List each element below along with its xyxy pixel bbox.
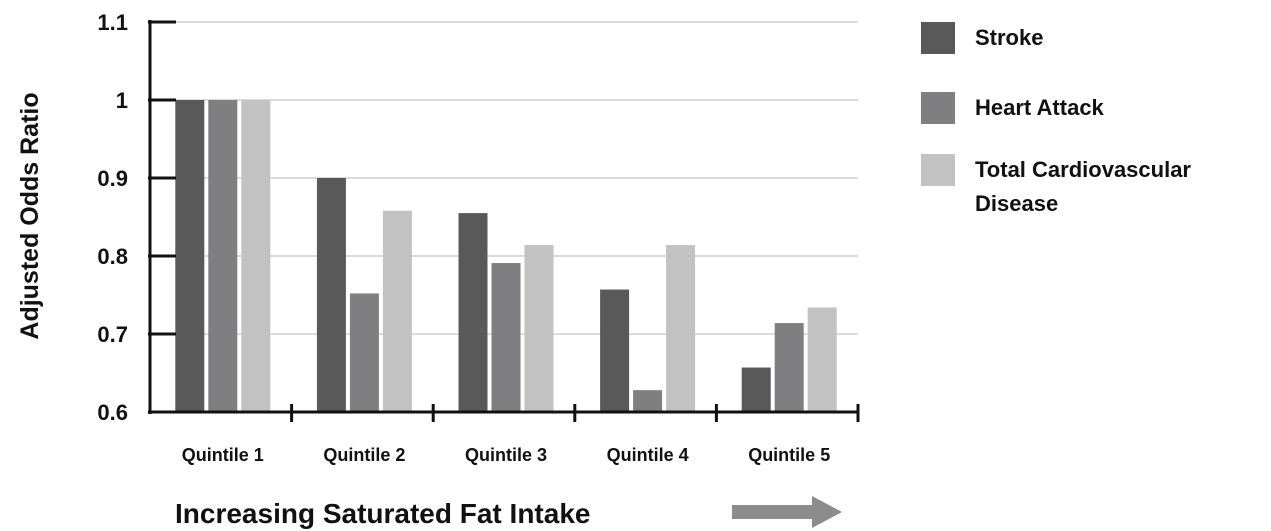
legend-swatch [921,154,955,186]
bar-total-cardiovascular-disease [807,307,837,412]
bar-stroke [600,289,630,412]
x-category-label: Quintile 4 [607,445,689,465]
y-tick-label: 1.1 [97,10,128,35]
right-arrow-icon [732,496,842,528]
axes [148,20,860,422]
legend-label: Stroke [975,25,1043,50]
bar-heart-attack [774,323,804,412]
y-axis-title: Adjusted Odds Ratio [16,92,44,339]
legend: Stroke Heart Attack Total Cardiovascular Di… [921,22,1191,216]
bar-stroke [458,213,488,412]
legend-swatch [921,22,955,54]
bar-heart-attack [208,100,238,412]
y-tick-label: 0.6 [97,400,128,425]
y-tick-label: 1 [116,88,128,113]
y-tick-labels: 0.6 0.7 0.8 0.9 1 1.1 [97,10,128,425]
x-category-label: Quintile 1 [182,445,264,465]
bar-total-cardiovascular-disease [666,245,696,412]
bar-heart-attack [633,390,663,412]
bar-heart-attack [491,263,521,412]
y-tick-label: 0.7 [97,322,128,347]
bar-stroke [741,367,771,412]
x-category-label: Quintile 3 [465,445,547,465]
legend-label: Heart Attack [975,95,1105,120]
bars [175,100,837,412]
y-tick-label: 0.9 [97,166,128,191]
x-category-labels: Quintile 1 Quintile 2 Quintile 3 Quintile 4… [182,445,830,465]
x-category-label: Quintile 5 [748,445,830,465]
x-axis-title: Increasing Saturated Fat Intake [175,498,590,529]
bar-heart-attack [349,293,379,412]
bar-total-cardiovascular-disease [524,245,554,412]
legend-swatch [921,92,955,124]
bar-total-cardiovascular-disease [241,100,271,412]
legend-label: Total Cardiovascular Disease [975,157,1191,216]
x-category-label: Quintile 2 [323,445,405,465]
bar-total-cardiovascular-disease [382,210,412,412]
bar-stroke [175,100,205,412]
y-tick-label: 0.8 [97,244,128,269]
bar-stroke [316,178,346,412]
